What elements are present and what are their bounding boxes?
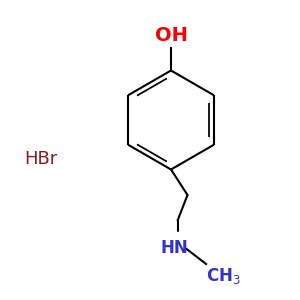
Text: HN: HN bbox=[161, 238, 188, 256]
Text: HBr: HBr bbox=[24, 150, 57, 168]
Text: CH$_3$: CH$_3$ bbox=[206, 266, 241, 286]
Text: OH: OH bbox=[154, 26, 188, 45]
